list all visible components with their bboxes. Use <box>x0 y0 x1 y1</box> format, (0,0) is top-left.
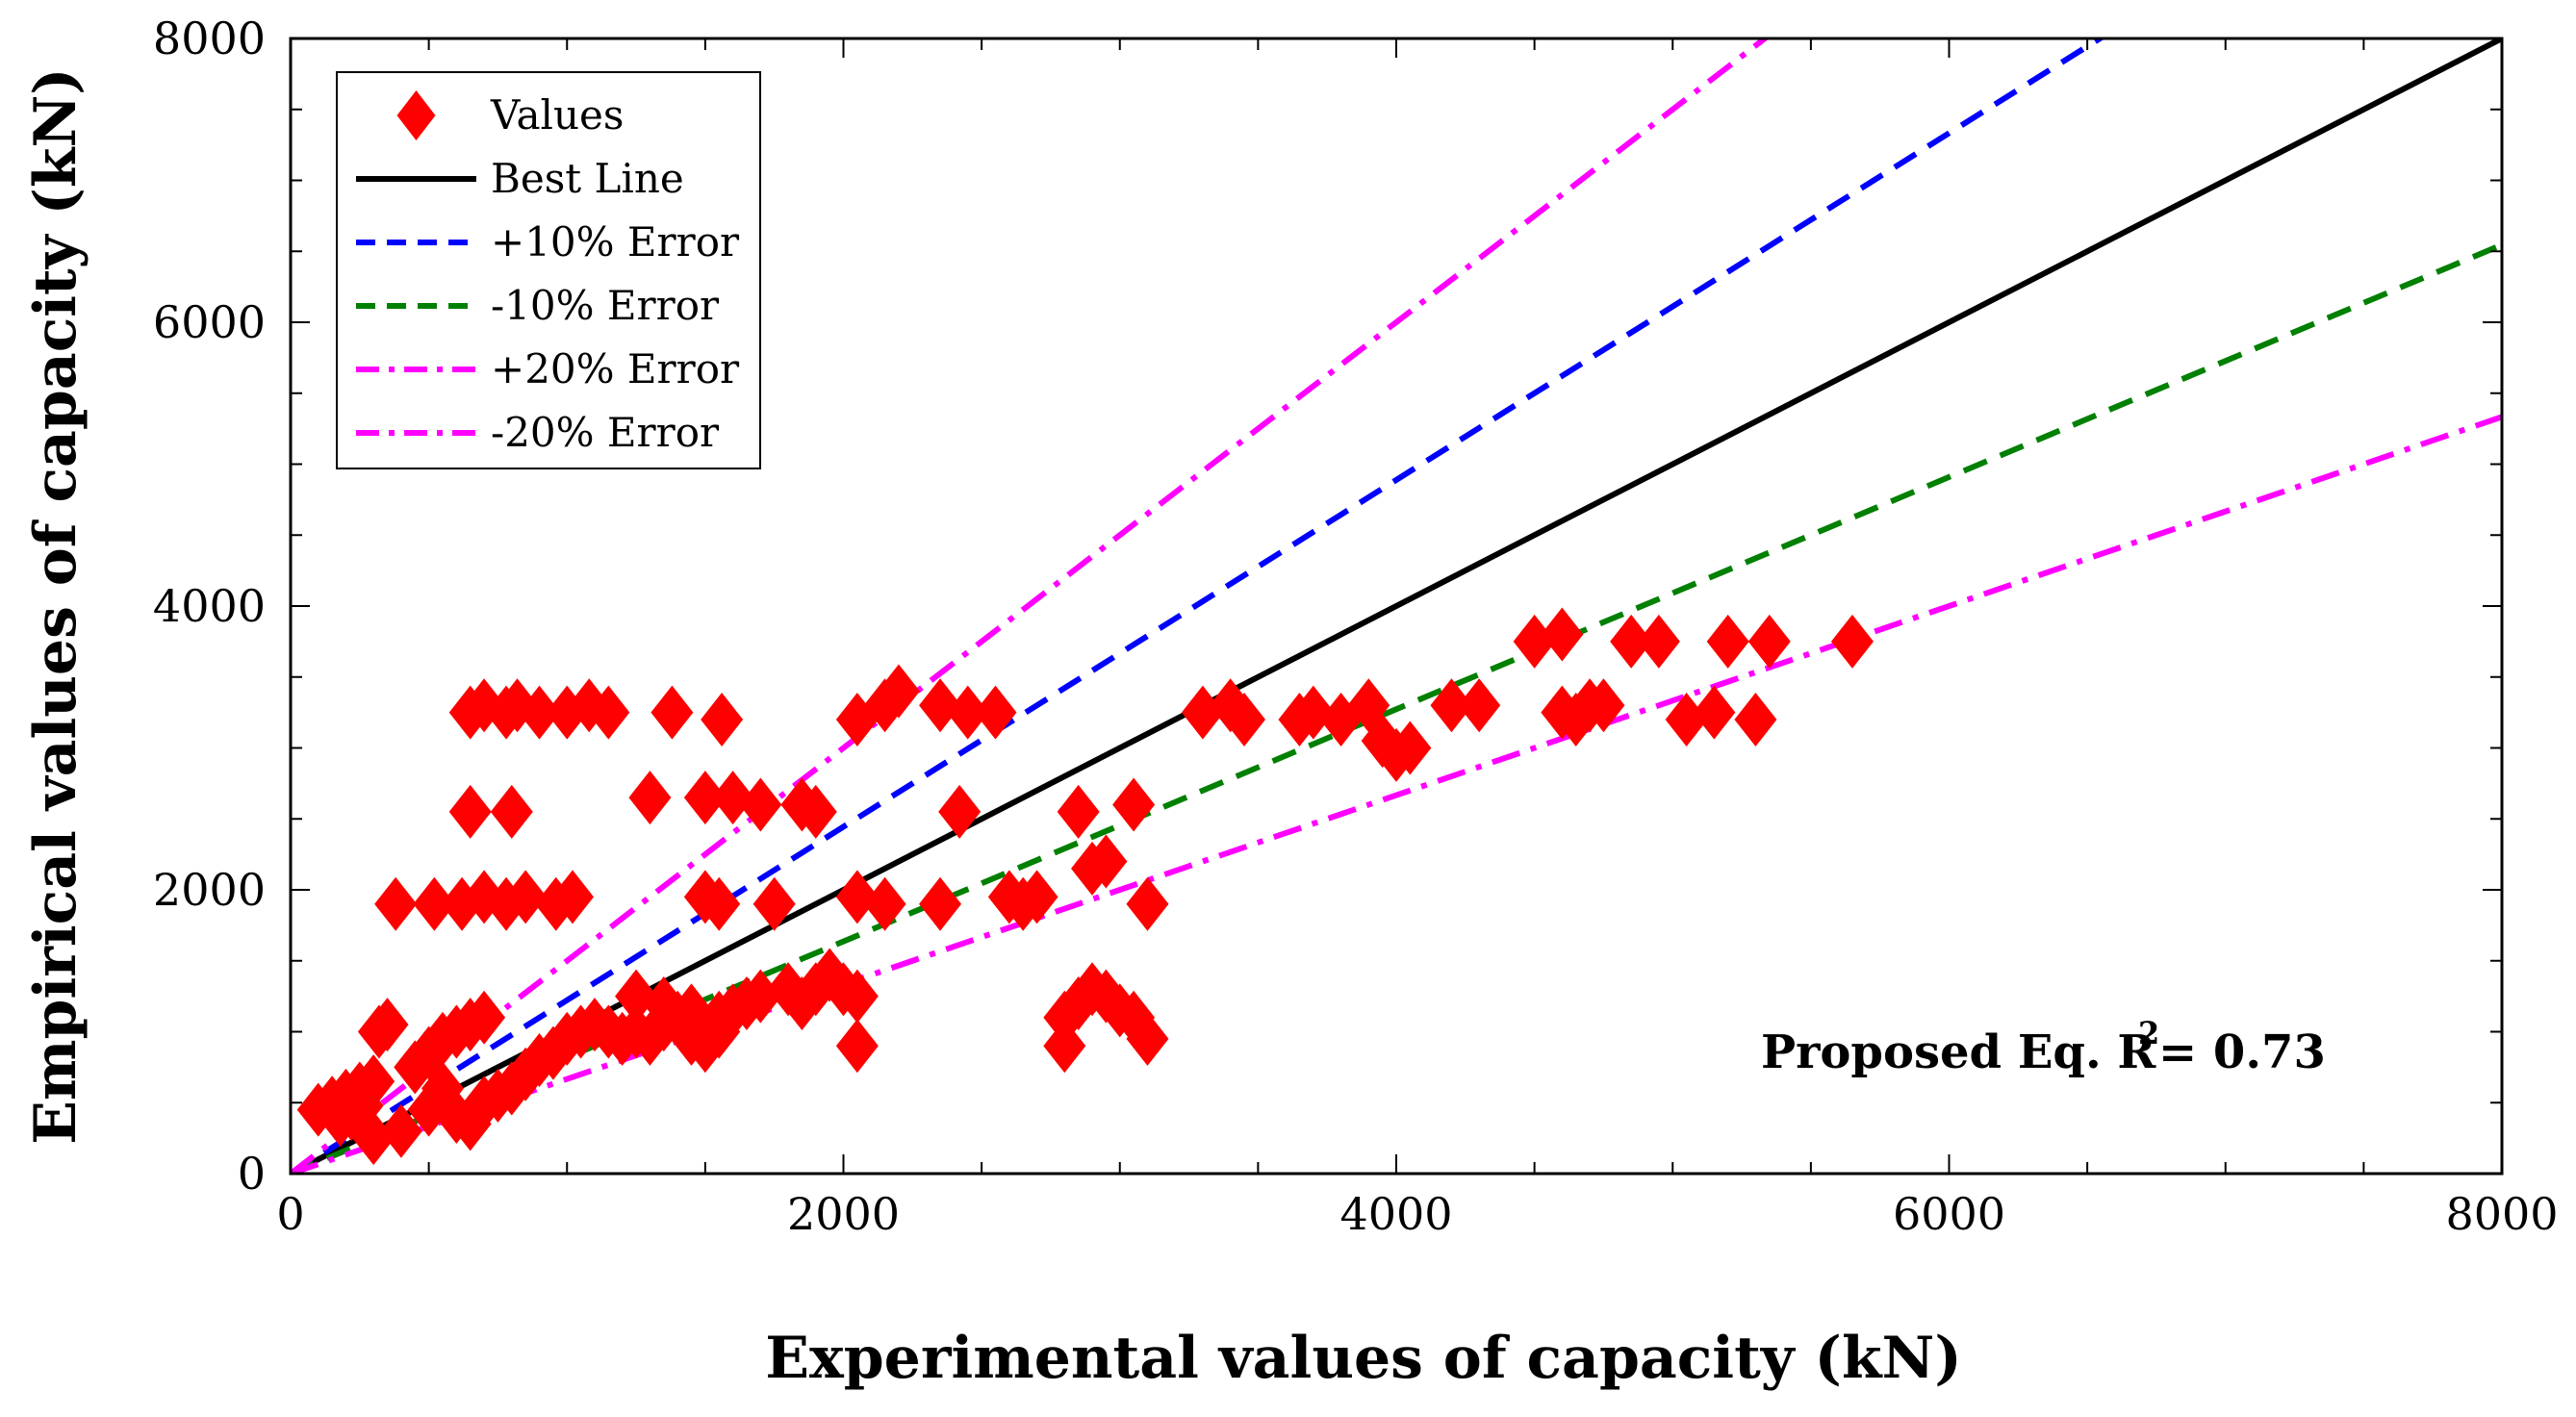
data-point <box>1665 693 1708 746</box>
data-point <box>1582 678 1625 733</box>
plot-frame <box>289 37 2504 1176</box>
y-tick-label: 2000 <box>153 864 266 916</box>
x-axis-title: Experimental values of capacity (kN) <box>765 1325 1962 1392</box>
data-point <box>1291 685 1335 740</box>
data-point <box>518 685 561 740</box>
annotation-value: = 0.73 <box>2158 1025 2326 1079</box>
annotation-text: Proposed Eq. R <box>1761 1025 2156 1079</box>
legend-label-10-error: -10% Error <box>491 282 720 329</box>
data-point <box>413 876 456 931</box>
data-point <box>683 771 727 825</box>
data-point <box>1223 693 1266 746</box>
data-point <box>1015 870 1058 924</box>
data-point <box>1830 614 1874 669</box>
data-point <box>946 685 989 740</box>
y-tick-label: 8000 <box>153 13 266 64</box>
data-point <box>1637 614 1680 669</box>
x-tick-label: 8000 <box>2445 1188 2558 1240</box>
data-point <box>448 784 492 839</box>
data-point <box>835 969 879 1024</box>
data-point <box>863 876 906 931</box>
y-tick-label: 4000 <box>153 580 266 632</box>
x-tick-label: 4000 <box>1339 1188 1452 1240</box>
data-point <box>919 678 962 733</box>
data-point <box>1458 678 1501 733</box>
data-point <box>463 990 506 1045</box>
data-point <box>877 664 920 719</box>
data-point <box>938 784 982 839</box>
data-point <box>1057 784 1100 839</box>
data-point <box>650 685 694 740</box>
data-point <box>974 685 1017 740</box>
data-point <box>1734 693 1777 746</box>
legend-label-20-error: +20% Error <box>491 345 740 392</box>
data-point <box>490 784 533 839</box>
data-point <box>1541 607 1584 662</box>
annotation: Proposed Eq. R 2 = 0.73 <box>1761 1015 2326 1079</box>
line-20-error <box>291 38 1770 1174</box>
legend: Values Best Line +10% Error -10% Error +20% … <box>336 71 761 469</box>
data-point <box>1430 678 1473 733</box>
legend-label-20-error: -20% Error <box>491 409 720 456</box>
legend-label-best-line: Best Line <box>491 155 684 202</box>
data-point <box>1126 876 1169 931</box>
data-point <box>1389 721 1432 775</box>
data-point <box>835 870 879 924</box>
data-point <box>752 876 796 931</box>
data-point <box>1112 777 1156 832</box>
data-point <box>615 969 658 1024</box>
data-point <box>1084 834 1128 889</box>
data-point <box>587 685 630 740</box>
data-point <box>1043 1019 1086 1074</box>
data-point <box>919 876 962 931</box>
data-point <box>1126 1011 1169 1066</box>
data-point <box>835 1019 879 1074</box>
x-tick-label: 0 <box>276 1188 304 1240</box>
data-point <box>374 876 418 931</box>
data-point <box>1513 614 1556 669</box>
y-axis-title: Empirical values of capacity (kN) <box>22 67 89 1144</box>
axis-ticks: 0 2000 4000 6000 8000 0 2000 4000 6000 8000 <box>153 13 2559 1240</box>
data-point <box>739 777 782 832</box>
data-point <box>642 976 685 1030</box>
annotation-superscript: 2 <box>2138 1015 2159 1051</box>
y-tick-label: 6000 <box>153 296 266 348</box>
data-point <box>698 990 741 1045</box>
legend-label-values: Values <box>490 91 624 139</box>
data-point <box>1610 614 1653 669</box>
data-point <box>670 983 713 1038</box>
y-tick-label: 0 <box>238 1148 266 1200</box>
data-point <box>711 771 754 825</box>
legend-box <box>336 71 761 469</box>
data-point <box>1747 614 1791 669</box>
line-10-error <box>291 38 2105 1174</box>
data-point <box>1693 685 1736 740</box>
data-points <box>296 607 1874 1166</box>
x-tick-label: 2000 <box>787 1188 900 1240</box>
data-point <box>366 998 409 1052</box>
data-point <box>550 870 594 924</box>
legend-marker-values <box>396 90 436 140</box>
data-point <box>628 771 672 825</box>
data-point <box>701 693 744 746</box>
data-point <box>698 876 741 931</box>
legend-label-10-error: +10% Error <box>491 218 740 266</box>
data-point <box>1181 685 1224 740</box>
data-point <box>1706 614 1749 669</box>
x-tick-label: 6000 <box>1893 1188 2005 1240</box>
data-point <box>379 1103 422 1158</box>
data-point <box>739 969 782 1024</box>
data-point <box>794 784 837 839</box>
data-point <box>352 1111 395 1166</box>
data-point <box>504 870 548 924</box>
